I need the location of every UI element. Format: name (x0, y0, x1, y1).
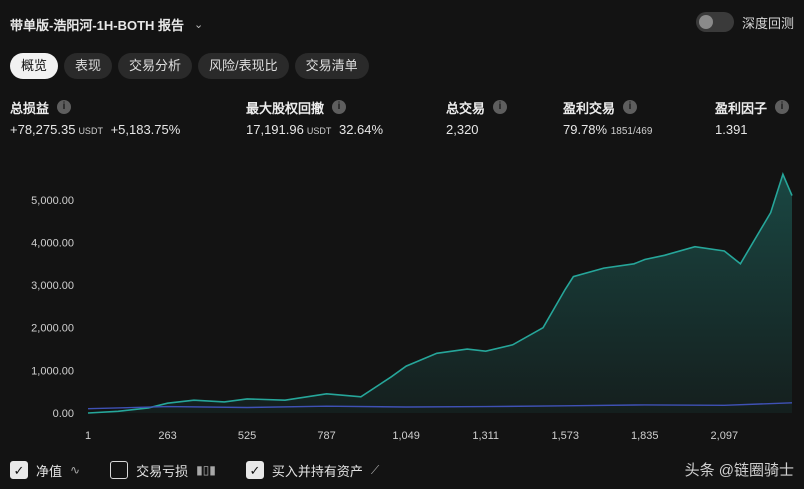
legend-label: 交易亏损 (136, 463, 189, 479)
y-tick-label: 1,000.00 (31, 365, 74, 377)
y-tick-label: 3,000.00 (31, 280, 74, 292)
y-tick-label: 2,000.00 (31, 323, 74, 335)
x-tick-label: 2,097 (711, 430, 739, 442)
trade-loss-checkbox[interactable] (110, 461, 129, 479)
x-tick-label: 1,049 (392, 430, 420, 442)
stat-value: 1.391 (715, 122, 748, 137)
tab-trade-list[interactable]: 交易清单 (294, 53, 369, 79)
report-title: 带单版-浩阳河-1H-BOTH 报告 (10, 17, 185, 33)
equity-area (88, 174, 792, 413)
stat-label: 总损益 (10, 100, 50, 116)
plot-area (87, 172, 793, 414)
x-tick-label: 1 (85, 430, 91, 442)
stats-row: 总损益 i +78,275.35 USDT +5,183.75% 最大股权回撤 i 1… (0, 98, 804, 142)
tab-risk-ratio[interactable]: 风险/表现比 (198, 53, 289, 79)
depth-backtest-label: 深度回测 (741, 15, 794, 31)
x-tick-label: 1,573 (551, 430, 579, 442)
stat-label: 盈利因子 (715, 100, 768, 116)
x-tick-label: 787 (317, 430, 335, 442)
legend-label: 买入并持有资产 (271, 463, 363, 479)
line-wave-icon: ∿ (70, 463, 81, 477)
legend-label: 净值 (36, 463, 63, 479)
info-icon[interactable]: i (57, 100, 72, 114)
x-tick-label: 1,835 (631, 430, 659, 442)
stat-unit: USDT (306, 126, 332, 136)
y-tick-label: 0.00 (53, 408, 74, 420)
depth-backtest-control[interactable]: 深度回测 (695, 12, 794, 32)
depth-backtest-toggle[interactable] (695, 12, 734, 32)
stat-value: 17,191.96 (246, 122, 304, 137)
tab-trade-analysis[interactable]: 交易分析 (118, 53, 193, 79)
stat-value: +78,275.35 (10, 122, 76, 137)
buy-hold-line (87, 402, 793, 410)
tab-performance[interactable]: 表现 (64, 53, 113, 79)
y-tick-label: 4,000.00 (31, 237, 74, 249)
report-tabs: 概览 表现 交易分析 风险/表现比 交易清单 (10, 53, 369, 79)
stat-max-drawdown: 最大股权回撤 i 17,191.96 USDT 32.64% (246, 98, 383, 137)
info-icon[interactable]: i (623, 100, 638, 114)
bar-chart-icon: ▮▯▮ (196, 463, 216, 477)
stat-label: 最大股权回撤 (246, 100, 325, 116)
info-icon[interactable]: i (493, 100, 508, 114)
x-tick-label: 263 (158, 430, 176, 442)
info-icon[interactable]: i (332, 100, 347, 114)
check-icon: ✓ (249, 462, 261, 478)
stat-profit-factor: 盈利因子 i 1.391 (715, 98, 790, 137)
x-tick-label: 525 (238, 430, 256, 442)
stat-label: 总交易 (446, 100, 486, 116)
watermark: 头条 @链圈骑士 (684, 462, 794, 479)
x-tick-label: 1,311 (472, 430, 499, 442)
equity-chart[interactable]: 0.00 1,000.00 2,000.00 3,000.00 4,000.00 5,00… (0, 150, 804, 450)
legend-equity[interactable]: ✓ 净值 ∿ (10, 461, 80, 480)
stat-total-trades: 总交易 i 2,320 (446, 98, 508, 137)
y-axis: 0.00 1,000.00 2,000.00 3,000.00 4,000.00 5,00… (31, 195, 74, 420)
chart-legend: ✓ 净值 ∿ 交易亏损 ▮▯▮ ✓ 买入并持有资产 ⟋ (10, 459, 409, 481)
stat-percent: +5,183.75% (110, 122, 181, 137)
stat-value: 79.78% (563, 122, 608, 137)
info-icon[interactable]: i (775, 100, 790, 114)
stat-unit: USDT (78, 126, 103, 136)
legend-trade-loss[interactable]: 交易亏损 ▮▯▮ (110, 461, 216, 480)
chevron-down-icon[interactable]: ⌄ (194, 18, 204, 31)
tab-overview[interactable]: 概览 (10, 53, 59, 79)
stat-total-pnl: 总损益 i +78,275.35 USDT +5,183.75% (10, 98, 180, 137)
check-icon: ✓ (13, 462, 25, 478)
stat-win-trades: 盈利交易 i 79.78% 1851/469 (563, 98, 652, 137)
buy-hold-checkbox[interactable]: ✓ (245, 461, 264, 479)
x-axis: 1 263 525 787 1,049 1,311 1,573 1,835 2,097 (85, 430, 738, 442)
equity-line (87, 172, 793, 414)
equity-checkbox[interactable]: ✓ (10, 461, 28, 479)
line-trend-icon: ⟋ (370, 462, 380, 477)
y-tick-label: 5,000.00 (31, 195, 74, 207)
toggle-knob (698, 15, 713, 29)
stat-detail: 1851/469 (610, 126, 653, 137)
stat-percent: 32.64% (338, 122, 384, 137)
stat-value: 2,320 (446, 122, 479, 137)
report-header[interactable]: 带单版-浩阳河-1H-BOTH 报告 ⌄ (10, 12, 203, 36)
stat-label: 盈利交易 (563, 100, 616, 116)
legend-buy-hold[interactable]: ✓ 买入并持有资产 ⟋ (245, 461, 380, 480)
